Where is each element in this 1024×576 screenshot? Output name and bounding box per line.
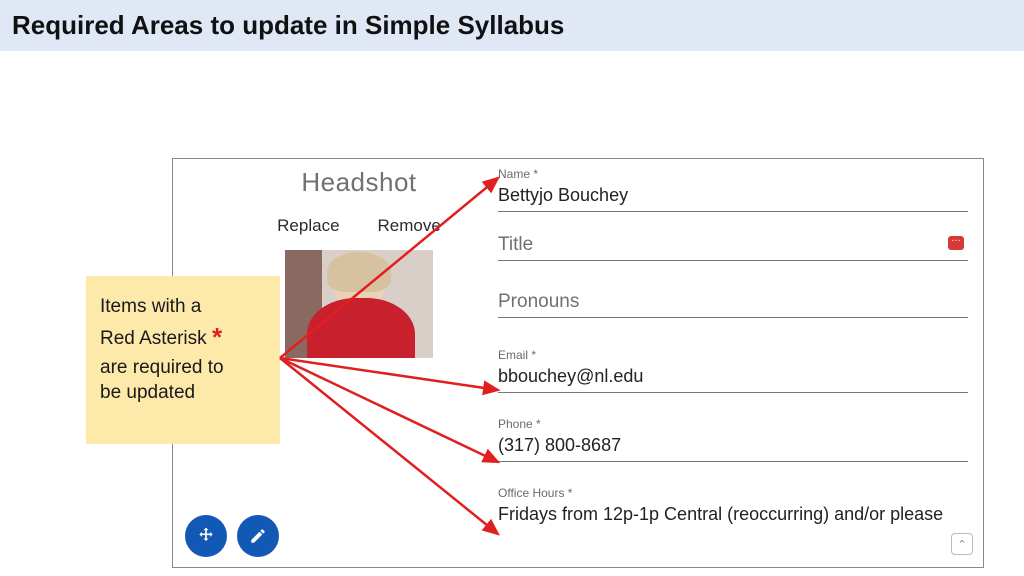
pencil-icon bbox=[249, 527, 267, 545]
email-label: Email bbox=[498, 348, 536, 362]
office-label: Office Hours bbox=[498, 486, 572, 500]
slide-title: Required Areas to update in Simple Sylla… bbox=[12, 10, 1012, 41]
pronouns-field[interactable]: Pronouns bbox=[498, 291, 968, 318]
phone-field[interactable]: Phone (317) 800-8687 bbox=[498, 415, 968, 462]
edit-button[interactable] bbox=[237, 515, 279, 557]
red-asterisk-icon: * bbox=[212, 322, 222, 352]
callout-line1: Items with a bbox=[100, 296, 201, 317]
replace-button[interactable]: Replace bbox=[277, 216, 339, 236]
chevron-up-icon: ⌃ bbox=[957, 538, 966, 551]
scroll-top-button[interactable]: ⌃ bbox=[951, 533, 973, 555]
title-label: Title bbox=[498, 234, 533, 255]
title-badge-icon[interactable] bbox=[948, 236, 964, 250]
profile-card: Headshot Replace Remove Name Bettyjo Bou… bbox=[172, 158, 984, 568]
annotation-callout: Items with a Red Asterisk * are required… bbox=[86, 276, 280, 444]
title-field[interactable]: Title bbox=[498, 234, 968, 261]
phone-value: (317) 800-8687 bbox=[498, 435, 968, 457]
remove-button[interactable]: Remove bbox=[378, 216, 441, 236]
move-icon bbox=[196, 526, 216, 546]
slide-header: Required Areas to update in Simple Sylla… bbox=[0, 0, 1024, 51]
fab-row bbox=[185, 515, 279, 557]
name-field[interactable]: Name Bettyjo Bouchey bbox=[498, 165, 968, 212]
headshot-image[interactable] bbox=[285, 250, 433, 358]
phone-label: Phone bbox=[498, 417, 541, 431]
name-value: Bettyjo Bouchey bbox=[498, 185, 968, 207]
callout-line4: be updated bbox=[100, 382, 195, 403]
headshot-heading: Headshot bbox=[229, 167, 489, 198]
pronouns-label: Pronouns bbox=[498, 291, 579, 312]
name-label: Name bbox=[498, 167, 538, 181]
office-hours-field[interactable]: Office Hours Fridays from 12p-1p Central… bbox=[498, 484, 968, 530]
headshot-actions: Replace Remove bbox=[229, 216, 489, 236]
fields-column: Name Bettyjo Bouchey Title Pronouns Emai… bbox=[498, 165, 968, 530]
callout-line3: are required to bbox=[100, 357, 224, 378]
email-value: bbouchey@nl.edu bbox=[498, 366, 968, 388]
move-button[interactable] bbox=[185, 515, 227, 557]
office-value: Fridays from 12p-1p Central (reoccurring… bbox=[498, 504, 968, 526]
callout-line2a: Red Asterisk bbox=[100, 328, 212, 349]
email-field[interactable]: Email bbouchey@nl.edu bbox=[498, 346, 968, 393]
